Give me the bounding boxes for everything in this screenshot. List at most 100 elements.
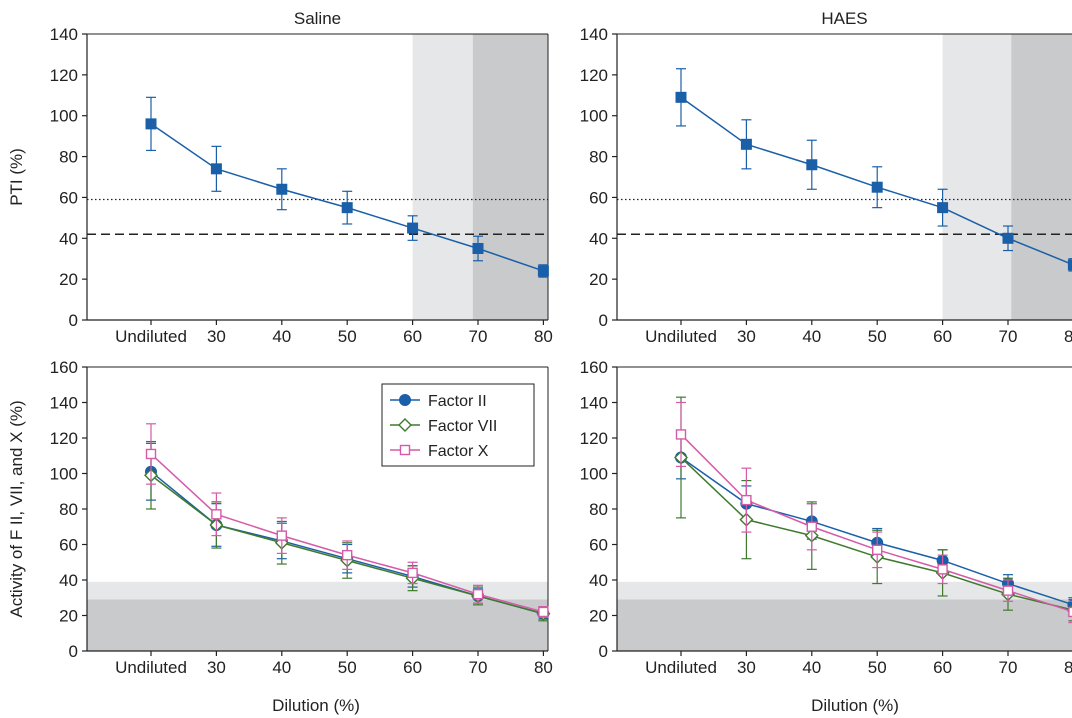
y-tick-label: 60: [589, 536, 608, 555]
y-tick-label: 0: [69, 311, 78, 330]
y-tick-label: 0: [69, 642, 78, 661]
x-tick-label: 50: [868, 327, 887, 346]
y-tick-label: 20: [589, 607, 608, 626]
x-tick-label: 40: [802, 658, 821, 677]
y-tick-label: 140: [50, 394, 78, 413]
y-tick-label: 40: [589, 229, 608, 248]
y-tick-label: 100: [580, 107, 608, 126]
x-tick-label: 50: [338, 658, 357, 677]
y-tick-label: 100: [50, 107, 78, 126]
series-pti: [675, 68, 1072, 272]
y-tick-label: 60: [59, 188, 78, 207]
x-tick-label: 70: [469, 658, 488, 677]
x-tick-label: 50: [338, 327, 357, 346]
data-point: [472, 243, 484, 254]
y-tick-label: 140: [50, 25, 78, 44]
y-tick-label: 60: [589, 188, 608, 207]
x-tick-label: 70: [999, 658, 1018, 677]
data-point: [211, 509, 222, 520]
legend-marker: [399, 394, 411, 406]
data-point: [937, 564, 948, 575]
data-point: [342, 549, 353, 561]
x-tick-label: 80: [534, 327, 553, 346]
legend-label: Factor X: [428, 443, 489, 460]
y-tick-label: 100: [50, 465, 78, 484]
shaded-region-light: [617, 581, 1072, 600]
y-tick-label: 100: [580, 465, 608, 484]
data-point: [341, 202, 353, 214]
data-point: [407, 567, 418, 579]
y-tick-label: 20: [59, 607, 78, 626]
legend-marker: [398, 418, 412, 432]
data-point: [145, 118, 157, 130]
x-tick-label: 40: [272, 658, 291, 677]
data-point: [1068, 606, 1072, 618]
y-axis-title: PTI (%): [7, 148, 26, 206]
x-tick-label: 60: [933, 658, 952, 677]
data-point: [806, 521, 817, 532]
y-tick-label: 120: [50, 429, 78, 448]
x-tick-label: 30: [207, 327, 226, 346]
y-tick-label: 120: [580, 66, 608, 85]
shaded-region-light: [412, 34, 473, 320]
data-point: [210, 163, 222, 175]
shaded-region-light: [942, 34, 1012, 320]
x-tick-label: 60: [403, 658, 422, 677]
shaded-region-dark: [1011, 34, 1072, 320]
shaded-region-light: [87, 581, 548, 600]
y-tick-label: 40: [59, 571, 78, 590]
x-tick-label: 30: [207, 658, 226, 677]
data-point: [472, 589, 484, 600]
x-tick-label: Undiluted: [645, 658, 717, 677]
y-tick-label: 80: [589, 500, 608, 519]
x-tick-label: 30: [737, 658, 756, 677]
y-tick-label: 140: [580, 394, 608, 413]
legend: Factor II Factor VII Factor X: [381, 383, 535, 467]
y-tick-label: 20: [589, 270, 608, 289]
data-point: [675, 429, 687, 440]
data-point: [538, 606, 549, 618]
y-tick-label: 120: [50, 66, 78, 85]
data-point: [145, 448, 157, 460]
shaded-region-dark: [472, 34, 548, 320]
y-tick-label: 40: [59, 229, 78, 248]
data-point: [937, 202, 949, 214]
chart-panels: 0 20 40 60 80 100 120 140 Undiluted 30 40 50 60 70 80 S…: [7, 9, 1072, 677]
legend-label: Factor VII: [428, 418, 497, 435]
data-point: [806, 159, 818, 171]
data-point: [740, 138, 752, 150]
x-tick-label: 80: [1064, 658, 1072, 677]
x-axis-title-right: Dilution (%): [811, 696, 899, 715]
series-factor-x: [675, 401, 1072, 624]
y-tick-label: 140: [580, 25, 608, 44]
data-point: [675, 91, 687, 103]
data-point: [407, 222, 419, 234]
y-tick-label: 80: [59, 148, 78, 167]
series-factor-x: [145, 423, 549, 618]
x-tick-label: 70: [999, 327, 1018, 346]
data-point: [872, 544, 883, 556]
y-tick-label: 0: [599, 642, 608, 661]
series-pti: [145, 96, 549, 278]
y-tick-label: 160: [580, 358, 608, 377]
x-tick-label: 50: [868, 658, 887, 677]
factors-saline-panel: 0 20 40 60 80 100 120 140 160 Undiluted 30 40 50 60 70…: [7, 358, 553, 677]
factors-haes-panel: 0 20 40 60 80 100 120 140 160 Undiluted 30 40 50 60 70…: [580, 358, 1072, 677]
data-point: [276, 530, 287, 541]
x-tick-label: 80: [1064, 327, 1072, 346]
panel-title: Saline: [294, 9, 341, 28]
x-axis-title-left: Dilution (%): [272, 696, 360, 715]
panel-title: HAES: [821, 9, 867, 28]
y-tick-label: 120: [580, 429, 608, 448]
data-point: [537, 265, 549, 277]
x-tick-label: Undiluted: [645, 327, 717, 346]
x-tick-label: Undiluted: [115, 658, 187, 677]
y-tick-label: 20: [59, 270, 78, 289]
data-point: [1067, 259, 1072, 271]
y-tick-label: 60: [59, 536, 78, 555]
y-axis-title: Activity of F II, VII, and X (%): [7, 400, 26, 617]
data-point: [741, 494, 752, 506]
x-tick-label: 60: [933, 327, 952, 346]
legend-marker: [399, 444, 411, 456]
